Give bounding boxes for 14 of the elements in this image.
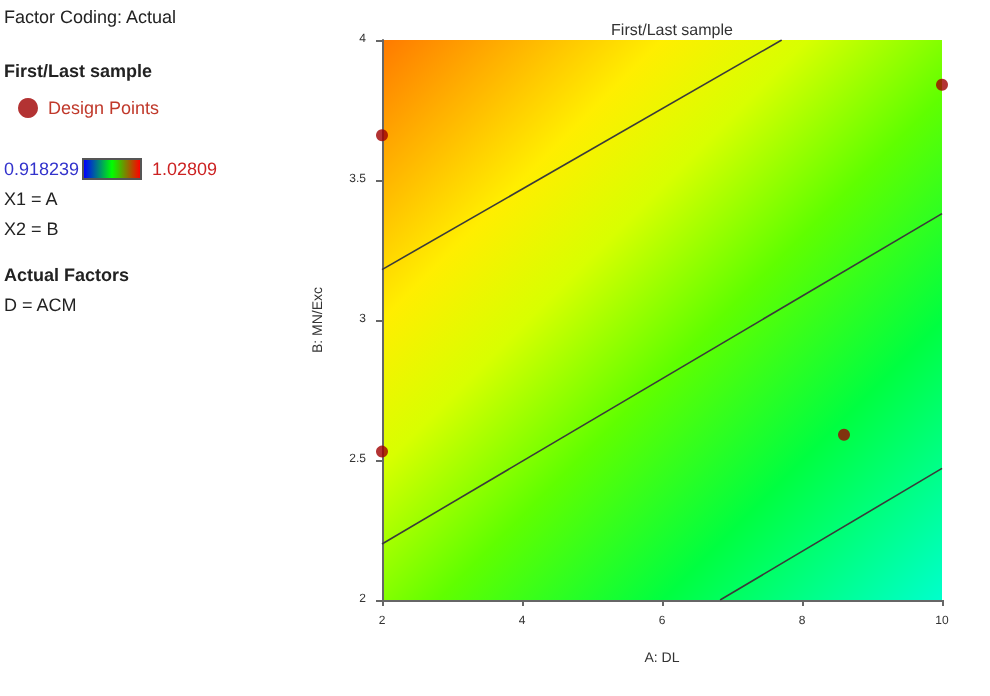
- point: [376, 129, 388, 142]
- chart-title: First/Last sample: [611, 21, 735, 39]
- point: [376, 445, 388, 458]
- text: 1.02809: [152, 159, 218, 179]
- text: Factor Coding: Actual: [4, 7, 177, 27]
- point: [838, 428, 850, 441]
- text: X1 = A: [4, 189, 58, 209]
- point: [936, 78, 948, 91]
- text: 0.918239: [4, 159, 80, 179]
- text: D = ACM: [4, 295, 77, 315]
- legend-title: First/Last sample: [4, 61, 153, 81]
- text: X2 = B: [4, 219, 59, 239]
- legend-label: Design Points: [48, 98, 161, 118]
- text: Actual Factors: [4, 265, 130, 285]
